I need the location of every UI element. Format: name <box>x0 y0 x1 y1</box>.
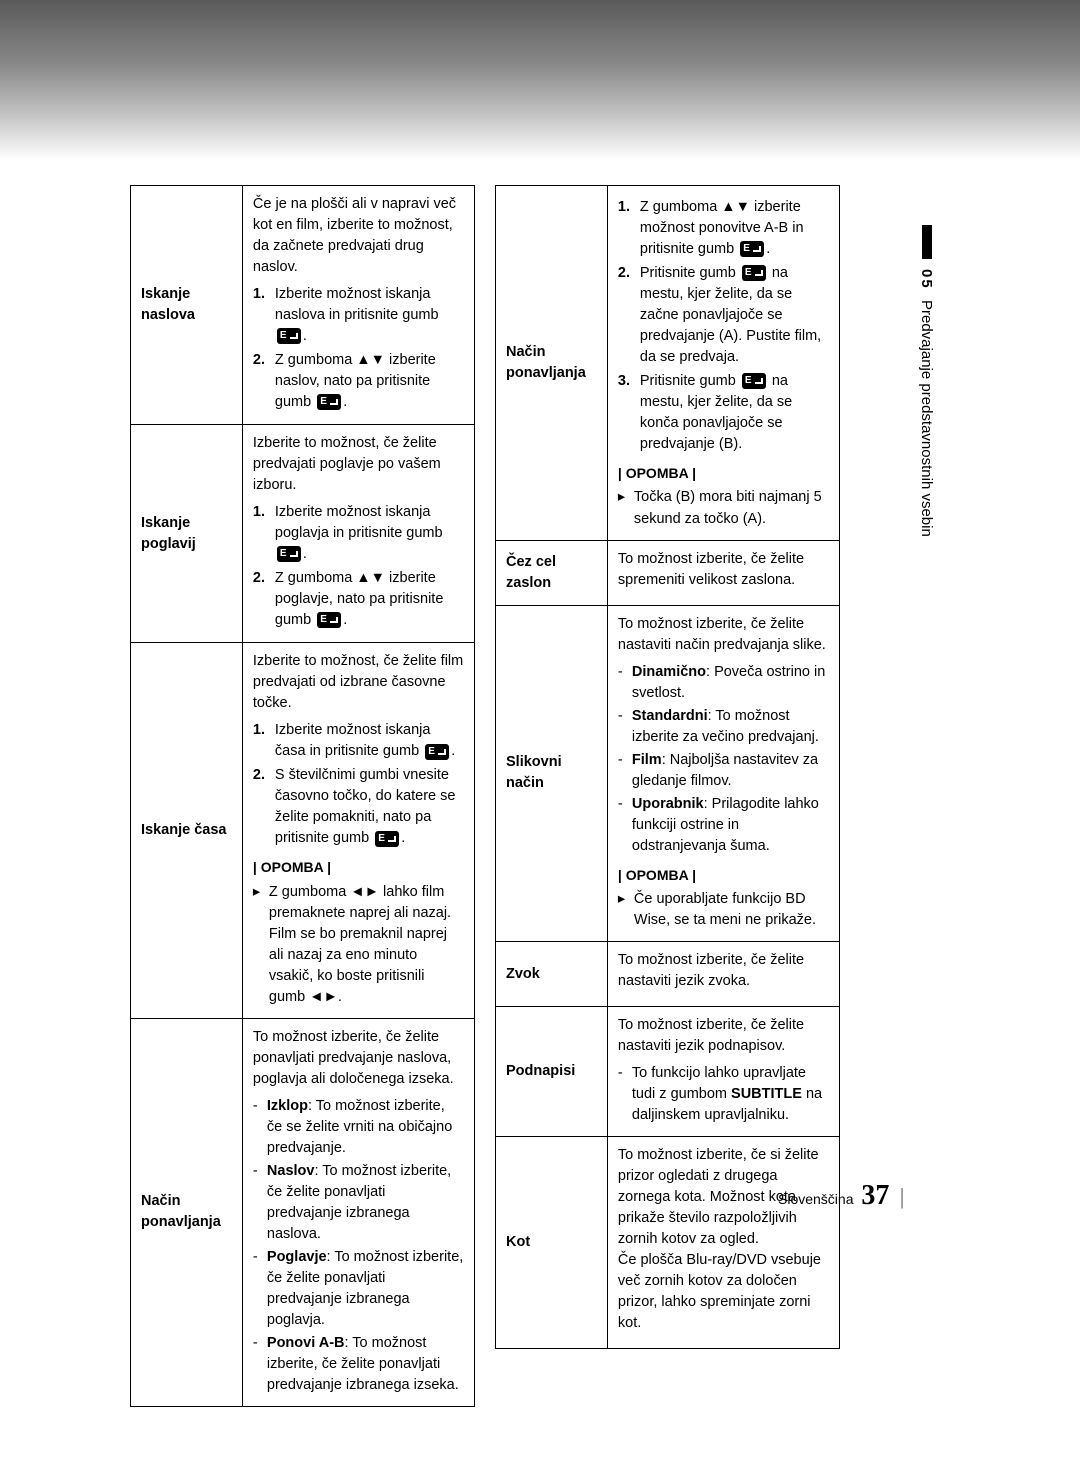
enter-icon <box>277 546 301 562</box>
bullet-list: -To funkcijo lahko upravljate tudi z gum… <box>618 1063 829 1126</box>
row-label: Način ponavljanja <box>496 186 608 541</box>
note-item: ▸Če uporabljate funkcijo BD Wise, se ta … <box>618 889 829 931</box>
bullet-item: -Uporabnik: Prilagodite lahko funkciji o… <box>618 794 829 857</box>
bullet-list: -Izklop: To možnost izberite, če se želi… <box>253 1096 464 1396</box>
footer-page: 37 <box>861 1180 889 1211</box>
note-item: ▸Točka (B) mora biti najmanj 5 sekund za… <box>618 487 829 529</box>
row-label: Iskanje časa <box>131 643 243 1019</box>
page-content: Iskanje naslovaČe je na plošči ali v nap… <box>130 185 840 1407</box>
steps-list: 1.Izberite možnost iskanja časa in priti… <box>253 720 464 849</box>
bullet-item: -Poglavje: To možnost izberite, če želit… <box>253 1247 464 1331</box>
table-row: KotTo možnost izberite, če si želite pri… <box>496 1137 840 1349</box>
bullet-item: -Naslov: To možnost izberite, če želite … <box>253 1161 464 1245</box>
row-label: Podnapisi <box>496 1007 608 1137</box>
cell-intro: To možnost izberite, če želite spremenit… <box>618 549 829 591</box>
row-label: Način ponavljanja <box>131 1018 243 1406</box>
steps-list: 1.Izberite možnost iskanja naslova in pr… <box>253 284 464 413</box>
cell-intro: To možnost izberite, če želite nastaviti… <box>618 614 829 656</box>
step-item: 3.Pritisnite gumb na mestu, kjer želite,… <box>618 371 829 455</box>
enter-icon <box>742 373 766 389</box>
row-label: Iskanje naslova <box>131 186 243 425</box>
row-desc: To možnost izberite, če želite nastaviti… <box>607 1007 839 1137</box>
bullet-item: -Standardni: To možnost izberite za veči… <box>618 706 829 748</box>
enter-icon <box>740 241 764 257</box>
row-desc: To možnost izberite, če želite spremenit… <box>607 540 839 605</box>
step-item: 1.Z gumboma ▲▼ izberite možnost ponovitv… <box>618 197 829 260</box>
side-tab-bar <box>922 225 932 259</box>
row-label: Slikovni način <box>496 605 608 942</box>
cell-intro: Če je na plošči ali v napravi več kot en… <box>253 194 464 278</box>
table-row: ZvokTo možnost izberite, če želite nasta… <box>496 942 840 1007</box>
row-desc: Izberite to možnost, če želite predvajat… <box>242 425 474 643</box>
step-item: 1.Izberite možnost iskanja časa in priti… <box>253 720 464 762</box>
steps-list: 1.Z gumboma ▲▼ izberite možnost ponovitv… <box>618 197 829 455</box>
table-row: PodnapisiTo možnost izberite, če želite … <box>496 1007 840 1137</box>
step-item: 2.S številčnimi gumbi vnesite časovno to… <box>253 765 464 849</box>
table-row: Iskanje poglavijIzberite to možnost, če … <box>131 425 475 643</box>
note-label: | OPOMBA | <box>253 857 464 877</box>
table-row: Način ponavljanja1.Z gumboma ▲▼ izberite… <box>496 186 840 541</box>
cell-intro: To možnost izberite, če si želite prizor… <box>618 1145 829 1334</box>
step-item: 2.Z gumboma ▲▼ izberite poglavje, nato p… <box>253 568 464 631</box>
cell-intro: Izberite to možnost, če želite film pred… <box>253 651 464 714</box>
enter-icon <box>277 328 301 344</box>
table-row: Čez cel zaslonTo možnost izberite, če že… <box>496 540 840 605</box>
side-tab-title: Predvajanje predstavnostnih vsebin <box>918 300 935 537</box>
side-tab: 05 Predvajanje predstavnostnih vsebin <box>918 225 935 537</box>
row-desc: To možnost izberite, če želite nastaviti… <box>607 605 839 942</box>
bullet-item: -Film: Najboljša nastavitev za gledanje … <box>618 750 829 792</box>
right-column: Način ponavljanja1.Z gumboma ▲▼ izberite… <box>495 185 840 1407</box>
cell-intro: Izberite to možnost, če želite predvajat… <box>253 433 464 496</box>
row-desc: To možnost izberite, če želite nastaviti… <box>607 942 839 1007</box>
row-desc: To možnost izberite, če želite ponavljat… <box>242 1018 474 1406</box>
table-row: Način ponavljanjaTo možnost izberite, če… <box>131 1018 475 1406</box>
step-item: 2.Z gumboma ▲▼ izberite naslov, nato pa … <box>253 350 464 413</box>
steps-list: 1.Izberite možnost iskanja poglavja in p… <box>253 502 464 631</box>
enter-icon <box>742 265 766 281</box>
footer-divider: | <box>899 1184 905 1209</box>
row-label: Kot <box>496 1137 608 1349</box>
step-item: 1.Izberite možnost iskanja poglavja in p… <box>253 502 464 565</box>
left-column: Iskanje naslovaČe je na plošči ali v nap… <box>130 185 475 1407</box>
row-label: Iskanje poglavij <box>131 425 243 643</box>
cell-intro: To možnost izberite, če želite nastaviti… <box>618 950 829 992</box>
left-table: Iskanje naslovaČe je na plošči ali v nap… <box>130 185 475 1407</box>
row-label: Zvok <box>496 942 608 1007</box>
row-label: Čez cel zaslon <box>496 540 608 605</box>
page-footer: Slovenščina 37 | <box>778 1180 905 1212</box>
footer-lang: Slovenščina <box>778 1191 854 1207</box>
side-tab-number: 05 <box>918 269 935 290</box>
step-item: 1.Izberite možnost iskanja naslova in pr… <box>253 284 464 347</box>
enter-icon <box>317 612 341 628</box>
table-row: Slikovni načinTo možnost izberite, če že… <box>496 605 840 942</box>
bullet-item: -Izklop: To možnost izberite, če se želi… <box>253 1096 464 1159</box>
cell-intro: To možnost izberite, če želite nastaviti… <box>618 1015 829 1057</box>
bullet-list: -Dinamično: Poveča ostrino in svetlost.-… <box>618 662 829 857</box>
step-item: 2.Pritisnite gumb na mestu, kjer želite,… <box>618 263 829 368</box>
note-item: ▸Z gumboma ◄► lahko film premaknete napr… <box>253 882 464 1008</box>
row-desc: To možnost izberite, če si želite prizor… <box>607 1137 839 1349</box>
header-gradient <box>0 0 1080 160</box>
enter-icon <box>375 831 399 847</box>
bullet-item: -To funkcijo lahko upravljate tudi z gum… <box>618 1063 829 1126</box>
enter-icon <box>425 744 449 760</box>
row-desc: 1.Z gumboma ▲▼ izberite možnost ponovitv… <box>607 186 839 541</box>
bullet-item: -Dinamično: Poveča ostrino in svetlost. <box>618 662 829 704</box>
bullet-item: -Ponovi A-B: To možnost izberite, če žel… <box>253 1333 464 1396</box>
right-table: Način ponavljanja1.Z gumboma ▲▼ izberite… <box>495 185 840 1349</box>
cell-intro: To možnost izberite, če želite ponavljat… <box>253 1027 464 1090</box>
note-label: | OPOMBA | <box>618 865 829 885</box>
row-desc: Izberite to možnost, če želite film pred… <box>242 643 474 1019</box>
row-desc: Če je na plošči ali v napravi več kot en… <box>242 186 474 425</box>
enter-icon <box>317 394 341 410</box>
note-label: | OPOMBA | <box>618 463 829 483</box>
table-row: Iskanje časaIzberite to možnost, če želi… <box>131 643 475 1019</box>
table-row: Iskanje naslovaČe je na plošči ali v nap… <box>131 186 475 425</box>
